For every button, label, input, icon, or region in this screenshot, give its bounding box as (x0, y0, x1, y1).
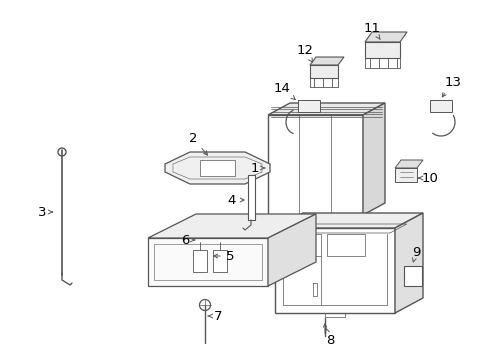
Text: 3: 3 (38, 206, 52, 219)
Text: 13: 13 (441, 76, 461, 97)
Text: 2: 2 (188, 131, 207, 155)
Bar (326, 234, 364, 256)
Text: 1: 1 (250, 162, 264, 175)
Bar (394, 168, 416, 182)
Polygon shape (364, 32, 406, 42)
Bar (155, 255, 254, 263)
Polygon shape (394, 160, 422, 168)
Polygon shape (362, 103, 384, 215)
Circle shape (410, 274, 414, 278)
Polygon shape (309, 57, 343, 65)
Bar (193, 250, 206, 272)
Bar (403, 266, 421, 286)
Text: 8: 8 (325, 328, 333, 346)
Polygon shape (254, 235, 294, 263)
Circle shape (342, 109, 346, 113)
Bar (297, 100, 319, 112)
Bar (213, 250, 226, 272)
Polygon shape (200, 160, 235, 176)
Bar (364, 42, 399, 58)
Polygon shape (167, 240, 266, 252)
Bar (148, 238, 267, 286)
Text: 10: 10 (418, 171, 438, 184)
Text: 5: 5 (213, 249, 234, 262)
Bar (267, 115, 362, 215)
Text: 7: 7 (208, 310, 222, 323)
Text: 9: 9 (411, 246, 419, 262)
Text: 6: 6 (181, 234, 194, 247)
Bar (429, 100, 451, 112)
Polygon shape (267, 214, 315, 286)
Text: 4: 4 (227, 194, 244, 207)
Text: 14: 14 (273, 81, 295, 99)
Polygon shape (394, 213, 422, 313)
Bar (309, 65, 337, 78)
Polygon shape (164, 152, 269, 184)
Bar (247, 175, 254, 220)
Polygon shape (274, 213, 422, 228)
Polygon shape (155, 235, 294, 255)
Bar (274, 228, 394, 313)
Polygon shape (148, 214, 315, 238)
Circle shape (305, 109, 309, 113)
Text: 11: 11 (363, 22, 380, 40)
Text: 12: 12 (296, 44, 313, 62)
Polygon shape (267, 103, 384, 115)
Bar (283, 234, 320, 256)
